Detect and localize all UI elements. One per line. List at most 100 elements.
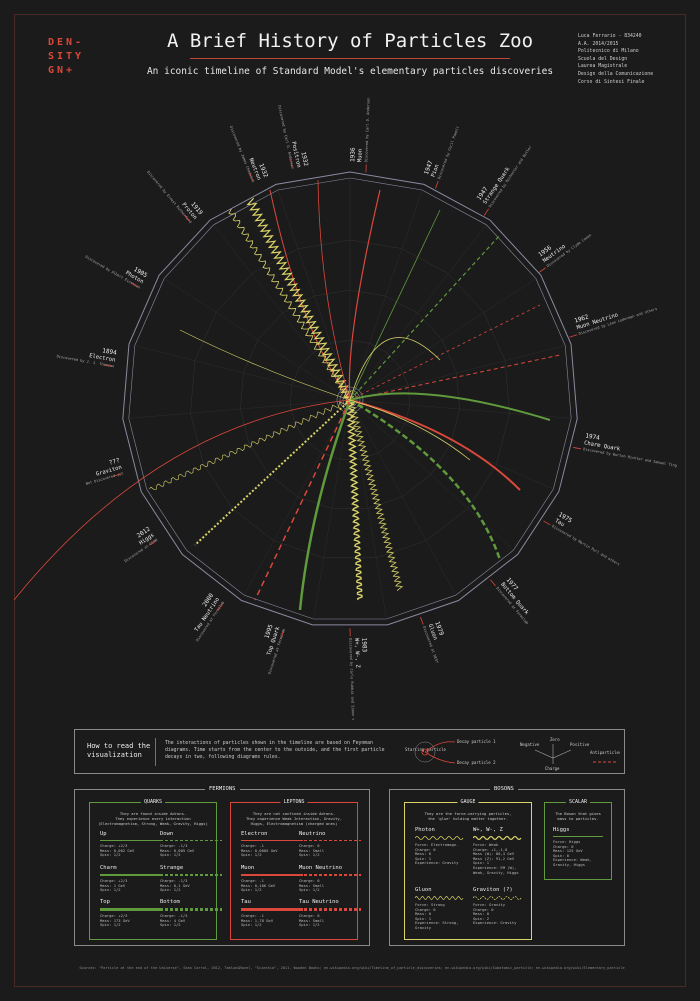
timeline-year: 1894 (102, 347, 118, 356)
particle-muon-neutrino: Muon Neutrino Charge: 0 Mass: Small Spin… (299, 865, 369, 893)
timeline-tick (249, 172, 254, 181)
bosons-title: BOSONS (490, 786, 518, 792)
bosons-panel: BOSONS GAUGE They are the force-carrying… (389, 786, 625, 946)
timeline-tick (280, 630, 284, 639)
timeline-tick (113, 473, 122, 477)
grid-spoke (134, 345, 351, 401)
track-pion (349, 209, 441, 401)
track-charm (349, 392, 551, 421)
track-long-electron (13, 399, 351, 601)
track-decay-b (349, 399, 471, 461)
timeline-label: 1936 Muon Discovered by Carl D. Anderson (349, 97, 371, 173)
track-w-z (345, 399, 363, 601)
particle-neutrino: Neutrino Charge: 0 Mass: Small Spin: 1/2 (299, 831, 369, 858)
timeline-year: 1983 (360, 638, 368, 653)
grid-spoke (146, 399, 351, 490)
scalar-title: SCALAR (565, 799, 591, 805)
particle-top: Top Charge: +2/3 Mass: 173 GeV Spin: 1/2 (100, 899, 170, 928)
timeline-year: 1974 (585, 432, 601, 441)
grid-spoke (349, 345, 566, 401)
timeline-tick (569, 334, 578, 338)
quarks-panel: QUARKS They are found inside Adrons. The… (89, 799, 222, 940)
timeline-tick (420, 616, 424, 625)
particle-strange: Strange Charge: -1/3 Mass: 0,1 GeV Spin:… (160, 865, 230, 893)
grid-spoke (313, 399, 351, 620)
leptons-title: LEPTONS (280, 799, 308, 805)
legend-diagram: Starting particle Decay particle 1 Decay… (405, 737, 620, 771)
track-tau-neutrino (254, 399, 351, 601)
particle-gluon: Gluon Force: Strong Charge: 0 Mass: 0 Sp… (415, 887, 485, 931)
particle-charm: Charm Charge: +2/3 Mass: 1 GeV Spin: 1/2 (100, 865, 170, 893)
timeline-year: ??? (108, 457, 121, 467)
particle-electron: Electron Charge: -1 Mass: 0,0005 GeV Spi… (241, 831, 311, 858)
timeline-discoverer: Discovered by James Chadwick (229, 125, 256, 183)
timeline-year: 1995 (263, 623, 274, 639)
particle-higgs: Higgs Force: Higgs Charge: 0 Mass: 125 G… (553, 827, 623, 868)
timeline-tick (538, 267, 546, 273)
zero-label: Zero (550, 737, 560, 742)
starting-particle-label: Starting particle (405, 747, 447, 752)
particle-down: Down Charge: -1/3 Mass: 0,005 GeV Spin: … (160, 831, 230, 858)
timeline-tick (483, 208, 489, 216)
timeline-tick (217, 603, 223, 611)
how-to-read-title: How to read the visualization (87, 742, 151, 759)
credits: Luca Ferrario - 834240 A.A. 2014/2015 Po… (578, 34, 654, 85)
track-muon (348, 189, 381, 401)
particle-tau: Tau Charge: -1 Mass: 1,78 GeV Spin: 1/2 (241, 899, 311, 928)
particle-tau-neutrino: Tau Neutrino Charge: 0 Mass: Small Spin:… (299, 899, 369, 928)
timeline-discoverer: Discovered by Carlo Rubbia and Simon van… (348, 638, 356, 720)
timeline-tick (490, 579, 496, 587)
grid-spoke (349, 399, 387, 620)
grid-spoke (277, 189, 351, 401)
grid-spoke (164, 278, 351, 401)
timeline-year: 1932 (299, 151, 309, 167)
timeline-tick (104, 364, 113, 367)
gauge-title: GAUGE (457, 799, 479, 805)
page-title: A Brief History of Particles Zoo (166, 30, 534, 52)
track-gluon (346, 399, 404, 591)
timeline-tick (148, 540, 156, 546)
track-tau (349, 399, 521, 491)
sources-footnote: Sources: "Particle at the end of the Uni… (79, 966, 625, 970)
leptons-desc: They are not confined inside Adrons. The… (245, 811, 342, 826)
timeline-particle: Tau (554, 518, 566, 528)
positive-label: Positive (570, 742, 590, 747)
track-decay-a (349, 337, 441, 401)
timeline-discoverer: Discovered by Martin Perl and others (551, 524, 620, 566)
track-strange (349, 234, 501, 401)
outer-ring (122, 171, 578, 626)
decay-1-label: Decay particle 1 (457, 739, 496, 744)
fermions-panel: FERMIONS QUARKS They are found inside Ad… (74, 786, 370, 946)
quarks-title: QUARKS (140, 799, 166, 805)
title-divider (190, 58, 510, 59)
timeline-discoverer: Discovered by Burton Richter and Samuel … (583, 447, 677, 467)
particle-bottom: Bottom Charge: -1/3 Mass: 4 GeV Spin: 1/… (160, 899, 230, 928)
particle-photon: Photon Force: Electromagn. Charge: 0 Mas… (415, 827, 485, 866)
grid-spoke (213, 224, 351, 401)
timeline-discoverer: Discovered by Cecil Powell (437, 126, 460, 180)
gauge-panel: GAUGE They are the force-carrying partic… (404, 799, 532, 940)
timeline-tick (131, 282, 139, 288)
timeline-particle: Positron (290, 141, 301, 168)
track-higgs (194, 399, 351, 546)
track-proton (246, 197, 355, 401)
quarks-desc: They are found inside Adrons. They exper… (98, 811, 208, 826)
grid-spoke (349, 399, 514, 551)
particle-graviton: Graviton (?) Force: Gravity Charge: 0 Ma… (473, 887, 543, 926)
track-muon-neutrino (349, 354, 561, 401)
